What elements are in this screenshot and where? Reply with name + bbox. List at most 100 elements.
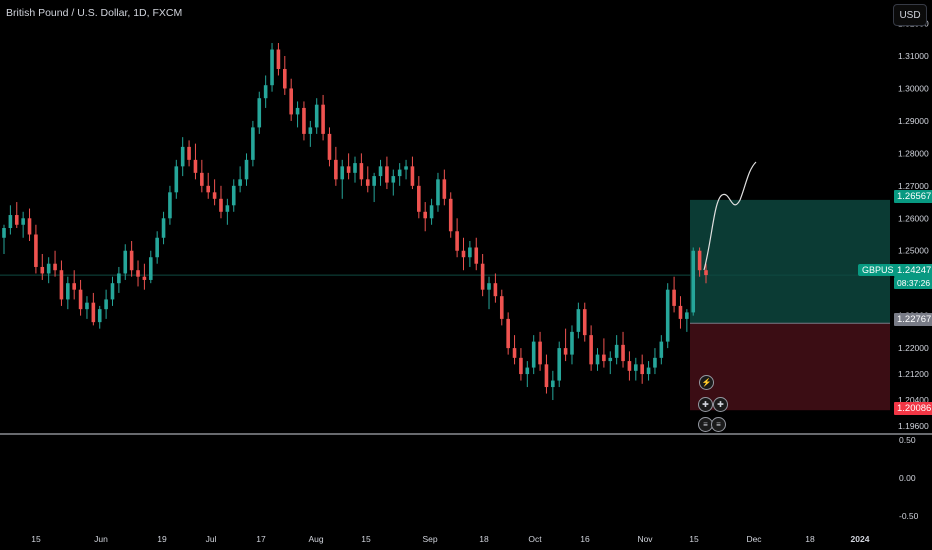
candle-body (283, 68, 287, 89)
candle-body (487, 283, 491, 290)
symbol-tag: GBPUSD (858, 264, 905, 276)
candle-body (110, 283, 115, 300)
projection-path[interactable] (703, 161, 757, 271)
uk-flag-icon[interactable]: ✚ (713, 397, 728, 412)
candle-body (142, 276, 147, 280)
stop-zone[interactable] (690, 323, 890, 411)
x-tick-label: 15 (689, 534, 699, 544)
x-tick-label: Aug (308, 534, 323, 544)
y-tick-label: 1.27000 (898, 181, 929, 191)
candle-body (104, 299, 108, 310)
candle-body (34, 234, 38, 267)
candle-body (455, 231, 459, 251)
candle-body (59, 270, 64, 300)
candle-body (97, 309, 102, 323)
candle-body (193, 159, 198, 173)
candle-body (602, 354, 606, 362)
candle-body (410, 166, 415, 186)
us-flag-icon[interactable]: ≡ (711, 417, 726, 432)
candle-body (365, 179, 370, 186)
x-tick-label: Jul (206, 534, 217, 544)
candle-body (251, 127, 255, 160)
candle-body (321, 104, 325, 134)
candle-body (117, 273, 121, 284)
x-tick-label: 15 (31, 534, 41, 544)
candle-body (21, 218, 25, 225)
candle-body (404, 166, 408, 170)
candle-body (436, 179, 440, 206)
candle-body (276, 49, 281, 69)
y-tick-label: 1.21200 (898, 369, 929, 379)
x-tick-label: 18 (805, 534, 815, 544)
candle-body (353, 163, 357, 173)
candle-body (468, 247, 472, 258)
y-tick-label: 1.31000 (898, 51, 929, 61)
candle-body (614, 344, 619, 358)
candle-body (499, 296, 504, 319)
candle-body (334, 159, 338, 180)
candle-body (263, 85, 268, 99)
candle-body (678, 305, 683, 319)
candle-body (627, 361, 632, 371)
uk-flag-icon[interactable]: ✚ (698, 397, 713, 412)
candle-body (289, 88, 293, 115)
candle-body (582, 309, 587, 336)
candle-body (672, 289, 676, 306)
candle-body (423, 211, 427, 219)
x-tick-label: Dec (746, 534, 762, 544)
candle-body (653, 357, 657, 368)
x-tick-label: 19 (157, 534, 167, 544)
candle-body (129, 250, 134, 271)
candle-body (174, 166, 179, 193)
candle-body (78, 289, 83, 310)
candle-body (327, 133, 332, 160)
candle-body (525, 367, 530, 375)
candle-body (66, 283, 70, 300)
x-tick-label: 18 (479, 534, 489, 544)
candle-body (461, 250, 466, 258)
candle-body (697, 250, 702, 271)
candle-body (231, 185, 236, 206)
x-tick-label: Sep (422, 534, 437, 544)
countdown-tag: 08:37:26 (894, 277, 932, 289)
candle-body (180, 146, 185, 167)
candle-body (691, 250, 696, 313)
candle-body (512, 348, 517, 358)
candle-body (595, 354, 600, 365)
candle-body (46, 263, 51, 274)
candle-body (397, 169, 402, 177)
candle-body (206, 185, 211, 193)
candle-body (442, 179, 447, 199)
y-tick-label: 1.22000 (898, 343, 929, 353)
candle-body (391, 176, 396, 183)
candle-body (493, 283, 498, 297)
candle-body (646, 367, 651, 375)
candle-body (238, 179, 242, 186)
current-price-tag: 1.24247 (894, 264, 932, 277)
candle-body (480, 263, 485, 290)
candle-body (557, 348, 562, 381)
candle-body (8, 215, 13, 229)
y-tick-label: 1.28000 (898, 148, 929, 158)
candle-body (608, 357, 613, 362)
candle-body (429, 205, 434, 219)
candle-body (551, 380, 555, 388)
x-tick-label: 2024 (851, 534, 870, 544)
x-tick-label: Nov (637, 534, 653, 544)
target-zone[interactable] (690, 199, 890, 324)
candle-body (538, 341, 542, 365)
candle-body (340, 166, 345, 180)
candle-body (563, 348, 568, 355)
candle-body (634, 364, 638, 371)
y-tick-label: 1.29000 (898, 116, 929, 126)
currency-button[interactable]: USD (893, 4, 927, 26)
candle-body (640, 364, 644, 375)
candle-body (136, 270, 140, 277)
x-tick-label: Jun (94, 534, 108, 544)
candle-body (448, 198, 453, 232)
candle-body (2, 228, 6, 238)
y-tick-label: 1.19600 (898, 421, 929, 431)
lightning-icon[interactable]: ⚡ (699, 375, 714, 390)
candle-body (665, 289, 670, 342)
